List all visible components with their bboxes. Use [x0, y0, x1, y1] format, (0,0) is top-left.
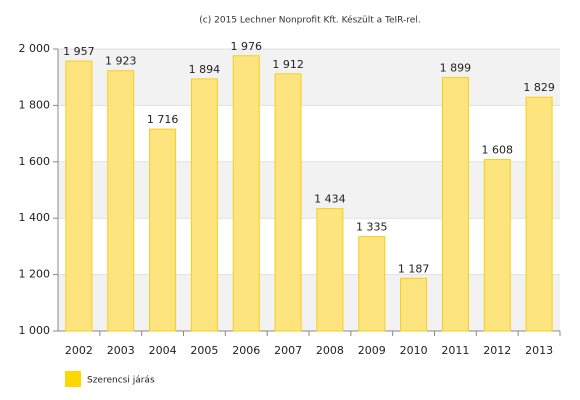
- x-tick-label: 2013: [525, 344, 553, 357]
- chart-title: (c) 2015 Lechner Nonprofit Kft. Készült …: [199, 15, 420, 26]
- value-label: 1 976: [231, 40, 263, 53]
- value-label: 1 335: [356, 221, 388, 234]
- bar: [190, 78, 218, 332]
- y-tick-label: 2 000: [19, 42, 51, 55]
- bar: [483, 159, 511, 332]
- value-label: 1 608: [482, 144, 514, 157]
- legend-swatch: [65, 371, 81, 387]
- bar: [65, 60, 93, 332]
- x-tick-label: 2004: [149, 344, 177, 357]
- x-tick-label: 2005: [190, 344, 218, 357]
- x-tick-label: 2011: [441, 344, 469, 357]
- bar: [358, 236, 386, 332]
- bar: [274, 73, 302, 332]
- x-tick-label: 2009: [358, 344, 386, 357]
- x-tick-label: 2012: [483, 344, 511, 357]
- x-tick-label: 2007: [274, 344, 302, 357]
- bar: [232, 55, 260, 332]
- plot-band: [58, 161, 560, 219]
- y-tick-label: 1 200: [19, 268, 51, 281]
- value-label: 1 829: [523, 81, 555, 94]
- value-label: 1 912: [272, 58, 304, 71]
- bar: [400, 277, 428, 332]
- plot-band: [58, 274, 560, 331]
- x-tick-label: 2002: [65, 344, 93, 357]
- x-tick-label: 2008: [316, 344, 344, 357]
- value-label: 1 187: [398, 262, 430, 275]
- y-tick-label: 1 400: [19, 211, 51, 224]
- value-label: 1 899: [440, 61, 472, 74]
- bar: [149, 128, 177, 332]
- value-label: 1 957: [63, 45, 95, 58]
- y-tick-label: 1 600: [19, 155, 51, 168]
- value-label: 1 434: [314, 193, 346, 206]
- plot-band: [58, 49, 560, 106]
- bar: [441, 76, 469, 332]
- x-tick-label: 2010: [400, 344, 428, 357]
- value-label: 1 894: [189, 63, 221, 76]
- y-tick-label: 1 800: [19, 98, 51, 111]
- bar: [525, 96, 553, 332]
- bar: [316, 208, 344, 332]
- value-label: 1 923: [105, 55, 137, 68]
- x-tick-label: 2006: [232, 344, 260, 357]
- value-label: 1 716: [147, 113, 179, 126]
- y-tick-label: 1 000: [19, 324, 51, 337]
- bar: [107, 70, 135, 332]
- legend-label: Szerencsi járás: [87, 376, 155, 386]
- x-tick-label: 2003: [107, 344, 135, 357]
